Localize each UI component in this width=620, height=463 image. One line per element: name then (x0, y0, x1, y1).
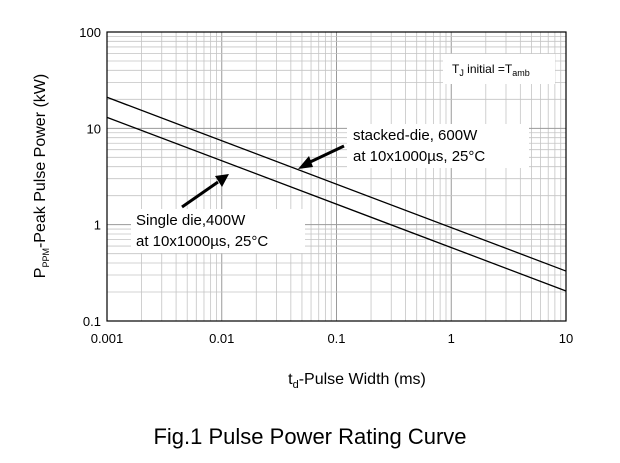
single-die-arrow-shaft (181, 180, 219, 209)
x-tick-label: 0.01 (209, 331, 234, 346)
figure-caption: Fig.1 Pulse Power Rating Curve (153, 424, 467, 449)
single-die-arrow-head (215, 174, 229, 187)
single-die-series-line (106, 116, 567, 292)
single-die-annotation: Single die,400W at 10x1000µs, 25°C (131, 174, 305, 253)
single-die-label-line1: Single die,400W (136, 212, 246, 229)
x-axis-title: td-Pulse Width (ms) (288, 371, 426, 391)
stacked-die-series-line (106, 96, 567, 272)
y-tick-label: 100 (79, 25, 101, 40)
y-axis-title: PPPM-Peak Pulse Power (kW) (32, 74, 51, 278)
x-tick-label: 10 (559, 331, 573, 346)
stacked-die-arrow-shaft (307, 144, 345, 165)
stacked-die-annotation: stacked-die, 600W at 10x1000µs, 25°C (298, 124, 529, 169)
single-die-label-line2: at 10x1000µs, 25°C (136, 233, 268, 250)
plot-frame (106, 31, 567, 322)
y-tick-label: 0.1 (83, 314, 101, 329)
pulse-power-chart: 0.001 0.01 0.1 1 10 0.1 1 10 100 TJ initial =Tam… (32, 25, 573, 391)
x-tick-label: 1 (448, 331, 455, 346)
y-tick-label: 10 (87, 121, 101, 136)
condition-label: TJ initial =Tamb (452, 62, 530, 78)
chart-grid (106, 32, 566, 322)
stacked-die-label-line1: stacked-die, 600W (353, 127, 478, 144)
x-tick-label: 0.1 (327, 331, 345, 346)
stacked-die-arrow-head (298, 156, 313, 169)
stacked-die-label-line2: at 10x1000µs, 25°C (353, 148, 485, 165)
x-tick-label: 0.001 (91, 331, 124, 346)
y-tick-label: 1 (94, 218, 101, 233)
condition-legend: TJ initial =Tamb (443, 54, 555, 84)
axis-ticks: 0.001 0.01 0.1 1 10 0.1 1 10 100 (79, 25, 573, 346)
chart-series (106, 96, 567, 292)
